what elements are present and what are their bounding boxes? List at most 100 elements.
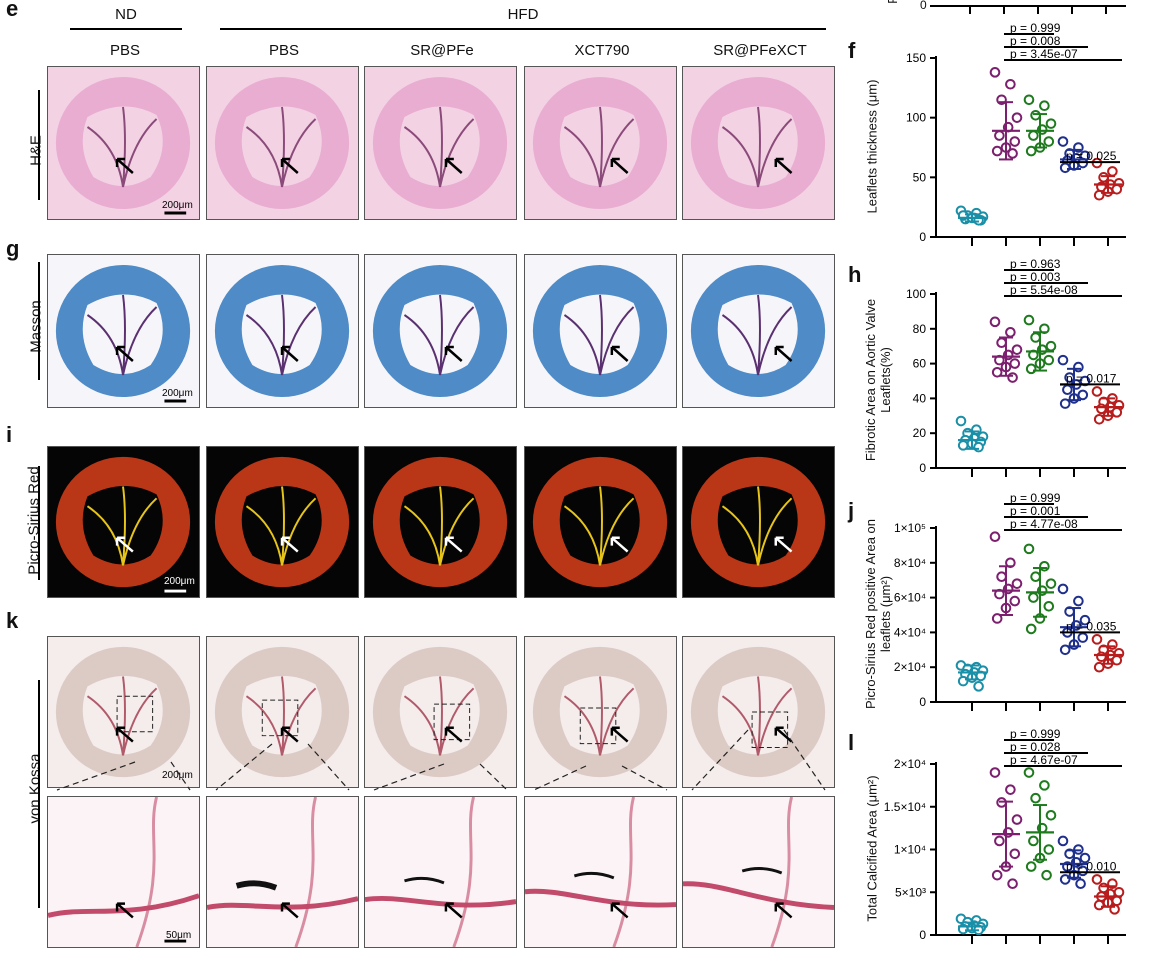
point-f-g3-5 (1028, 130, 1039, 141)
point-h-g3-8 (1025, 363, 1037, 375)
point-h-g3-6 (1043, 354, 1055, 366)
point-l-g4-3 (1079, 852, 1091, 864)
y-axis-label-l: Total Calcified Area (μm²) (864, 774, 880, 922)
scalebar-vk-bottom: 50μm (166, 930, 192, 941)
point-f-g2-6 (1009, 136, 1021, 147)
micrograph-psr-4 (524, 446, 677, 598)
y-tick-label-l-4: 2×10⁴ (894, 757, 926, 771)
point-j-g1-8 (957, 675, 969, 687)
point-f-g2-3 (1011, 112, 1023, 123)
point-j-g5-5 (1096, 651, 1107, 663)
point-l-g4-0 (1057, 835, 1069, 847)
row-label-masson: Masson (27, 300, 45, 353)
column-label-sr-pfexct: SR@PFeXCT (713, 42, 807, 59)
point-h-g3-0 (1023, 314, 1035, 326)
chart-j: 0 2×10⁴ 4×10⁴ 6×10⁴ 8×10⁴ 1×10⁵ p = 4.77e-08 p … (850, 482, 1150, 729)
row-bar-vonkossa (38, 680, 40, 908)
bracket-label-f-0: p = 3.45e-07 (1010, 47, 1078, 61)
micrograph-masson-1 (47, 254, 200, 408)
chart-f: 0 50 100 150 p = 3.45e-07 p = 0.008 p = 0.999 p… (850, 21, 1150, 267)
point-l-g4-8 (1059, 874, 1071, 885)
point-j-g2-0 (989, 531, 1001, 543)
chart-l: 0 5×10³ 1×10⁴ 1.5×10⁴ 2×10⁴ p = 4.67e-07 p = 0… (850, 727, 1150, 975)
point-l-g2-9 (1007, 878, 1018, 889)
point-l-g3-3 (1045, 810, 1057, 821)
point-f-g3-0 (1023, 94, 1035, 106)
bracket-label-h-0: p = 5.54e-08 (1010, 283, 1078, 297)
y-tick-label-h-1: 20 (913, 426, 927, 440)
y-tick-label-l-0: 0 (919, 928, 926, 942)
bracket-label-j-0: p = 4.77e-08 (1010, 517, 1078, 531)
chart-h: 0 20 40 60 80 100 p = 5.54e-08 p = 0.003 p = 0.9… (850, 257, 1150, 495)
y-tick-label-j-3: 6×10⁴ (894, 591, 926, 605)
micrograph-psr-5 (682, 446, 835, 598)
point-f-g4-0 (1057, 136, 1069, 147)
point-l-g3-0 (1023, 767, 1035, 778)
bracket-label-j-1: p = 0.001 (1010, 504, 1061, 518)
point-j-g4-3 (1079, 614, 1091, 626)
column-label-hfd-pbs: PBS (268, 42, 299, 59)
point-h-g2-0 (989, 316, 1001, 328)
micrograph-psr-2 (206, 446, 359, 598)
panel-letter-i: i (6, 422, 13, 447)
micrograph-masson-3 (364, 254, 517, 408)
point-h-g2-3 (1011, 344, 1023, 355)
y-tick-label-h-3: 60 (913, 357, 927, 371)
column-label-xct790: XCT790 (574, 42, 630, 59)
point-j-g2-2 (996, 571, 1007, 583)
point-l-g3-2 (1030, 792, 1041, 804)
point-f-g5-2 (1098, 172, 1109, 183)
y-tick-label-j-5: 1×10⁵ (894, 521, 926, 535)
point-h-g2-6 (1009, 358, 1021, 369)
bracket-label-h-3: p = 0.017 (1066, 371, 1117, 385)
group-line-nd (70, 28, 182, 30)
y-axis-label-f: Leaflets thickness (μm) (864, 79, 880, 213)
point-l-g5-8 (1093, 899, 1105, 911)
bracket-label-l-0: p = 4.67e-07 (1010, 753, 1078, 767)
y-tick-label-l-2: 1×10⁴ (894, 843, 926, 857)
point-f-g3-2 (1030, 109, 1041, 121)
point-h-g4-6 (1077, 389, 1089, 401)
column-label-sr-pfe: SR@PFe (410, 42, 474, 59)
micrograph-he-4 (524, 66, 677, 220)
point-h-g3-2 (1030, 332, 1041, 343)
micrograph-masson-2 (206, 254, 359, 408)
point-l-g5-6 (1111, 895, 1123, 907)
y-tick-label-f-2: 100 (906, 111, 926, 125)
y-tick-label-h-4: 80 (913, 322, 927, 336)
micrograph-he-3 (364, 66, 517, 220)
y-tick-label-f-3: 150 (906, 51, 926, 65)
micrograph-vktop-1 (47, 636, 200, 788)
panel-letter-k: k (6, 608, 19, 633)
micrograph-vkbot-4 (524, 796, 677, 948)
panel-letter-g: g (6, 236, 20, 261)
bracket-label-f-3: p = 0.025 (1066, 149, 1117, 163)
point-h-g4-1 (1073, 361, 1084, 373)
point-h-g2-8 (991, 367, 1003, 378)
point-j-g5-8 (1093, 661, 1105, 673)
row-label-he: H&E (27, 135, 45, 166)
point-h-g5-5 (1096, 403, 1107, 415)
y-tick-label-f-0: 0 (919, 230, 926, 244)
micrograph-masson-5 (682, 254, 835, 408)
y-tick-label-h-0: 0 (919, 461, 926, 475)
point-l-g5-3 (1113, 886, 1125, 898)
point-h-g4-5 (1062, 384, 1073, 395)
row-bar-masson (38, 262, 40, 380)
point-f-g3-8 (1025, 145, 1037, 157)
point-h-g3-3 (1045, 340, 1057, 352)
micrograph-he-2 (206, 66, 359, 220)
point-j-g4-8 (1059, 644, 1071, 656)
point-f-g3-6 (1043, 136, 1055, 147)
y-tick-label-f-1: 50 (913, 170, 927, 184)
micrograph-vkbot-3 (364, 796, 517, 948)
y-tick-label-j-4: 8×10⁴ (894, 556, 926, 570)
point-h-g2-9 (1007, 372, 1018, 383)
group-label-hfd: HFD (507, 6, 539, 23)
panel-letter-l: l (848, 730, 855, 755)
micrograph-psr-1 (47, 446, 200, 598)
point-j-g3-3 (1045, 578, 1057, 589)
top-cut-tick: 0 (920, 0, 927, 12)
point-h-g5-8 (1093, 413, 1105, 425)
micrograph-vktop-2 (206, 636, 359, 788)
